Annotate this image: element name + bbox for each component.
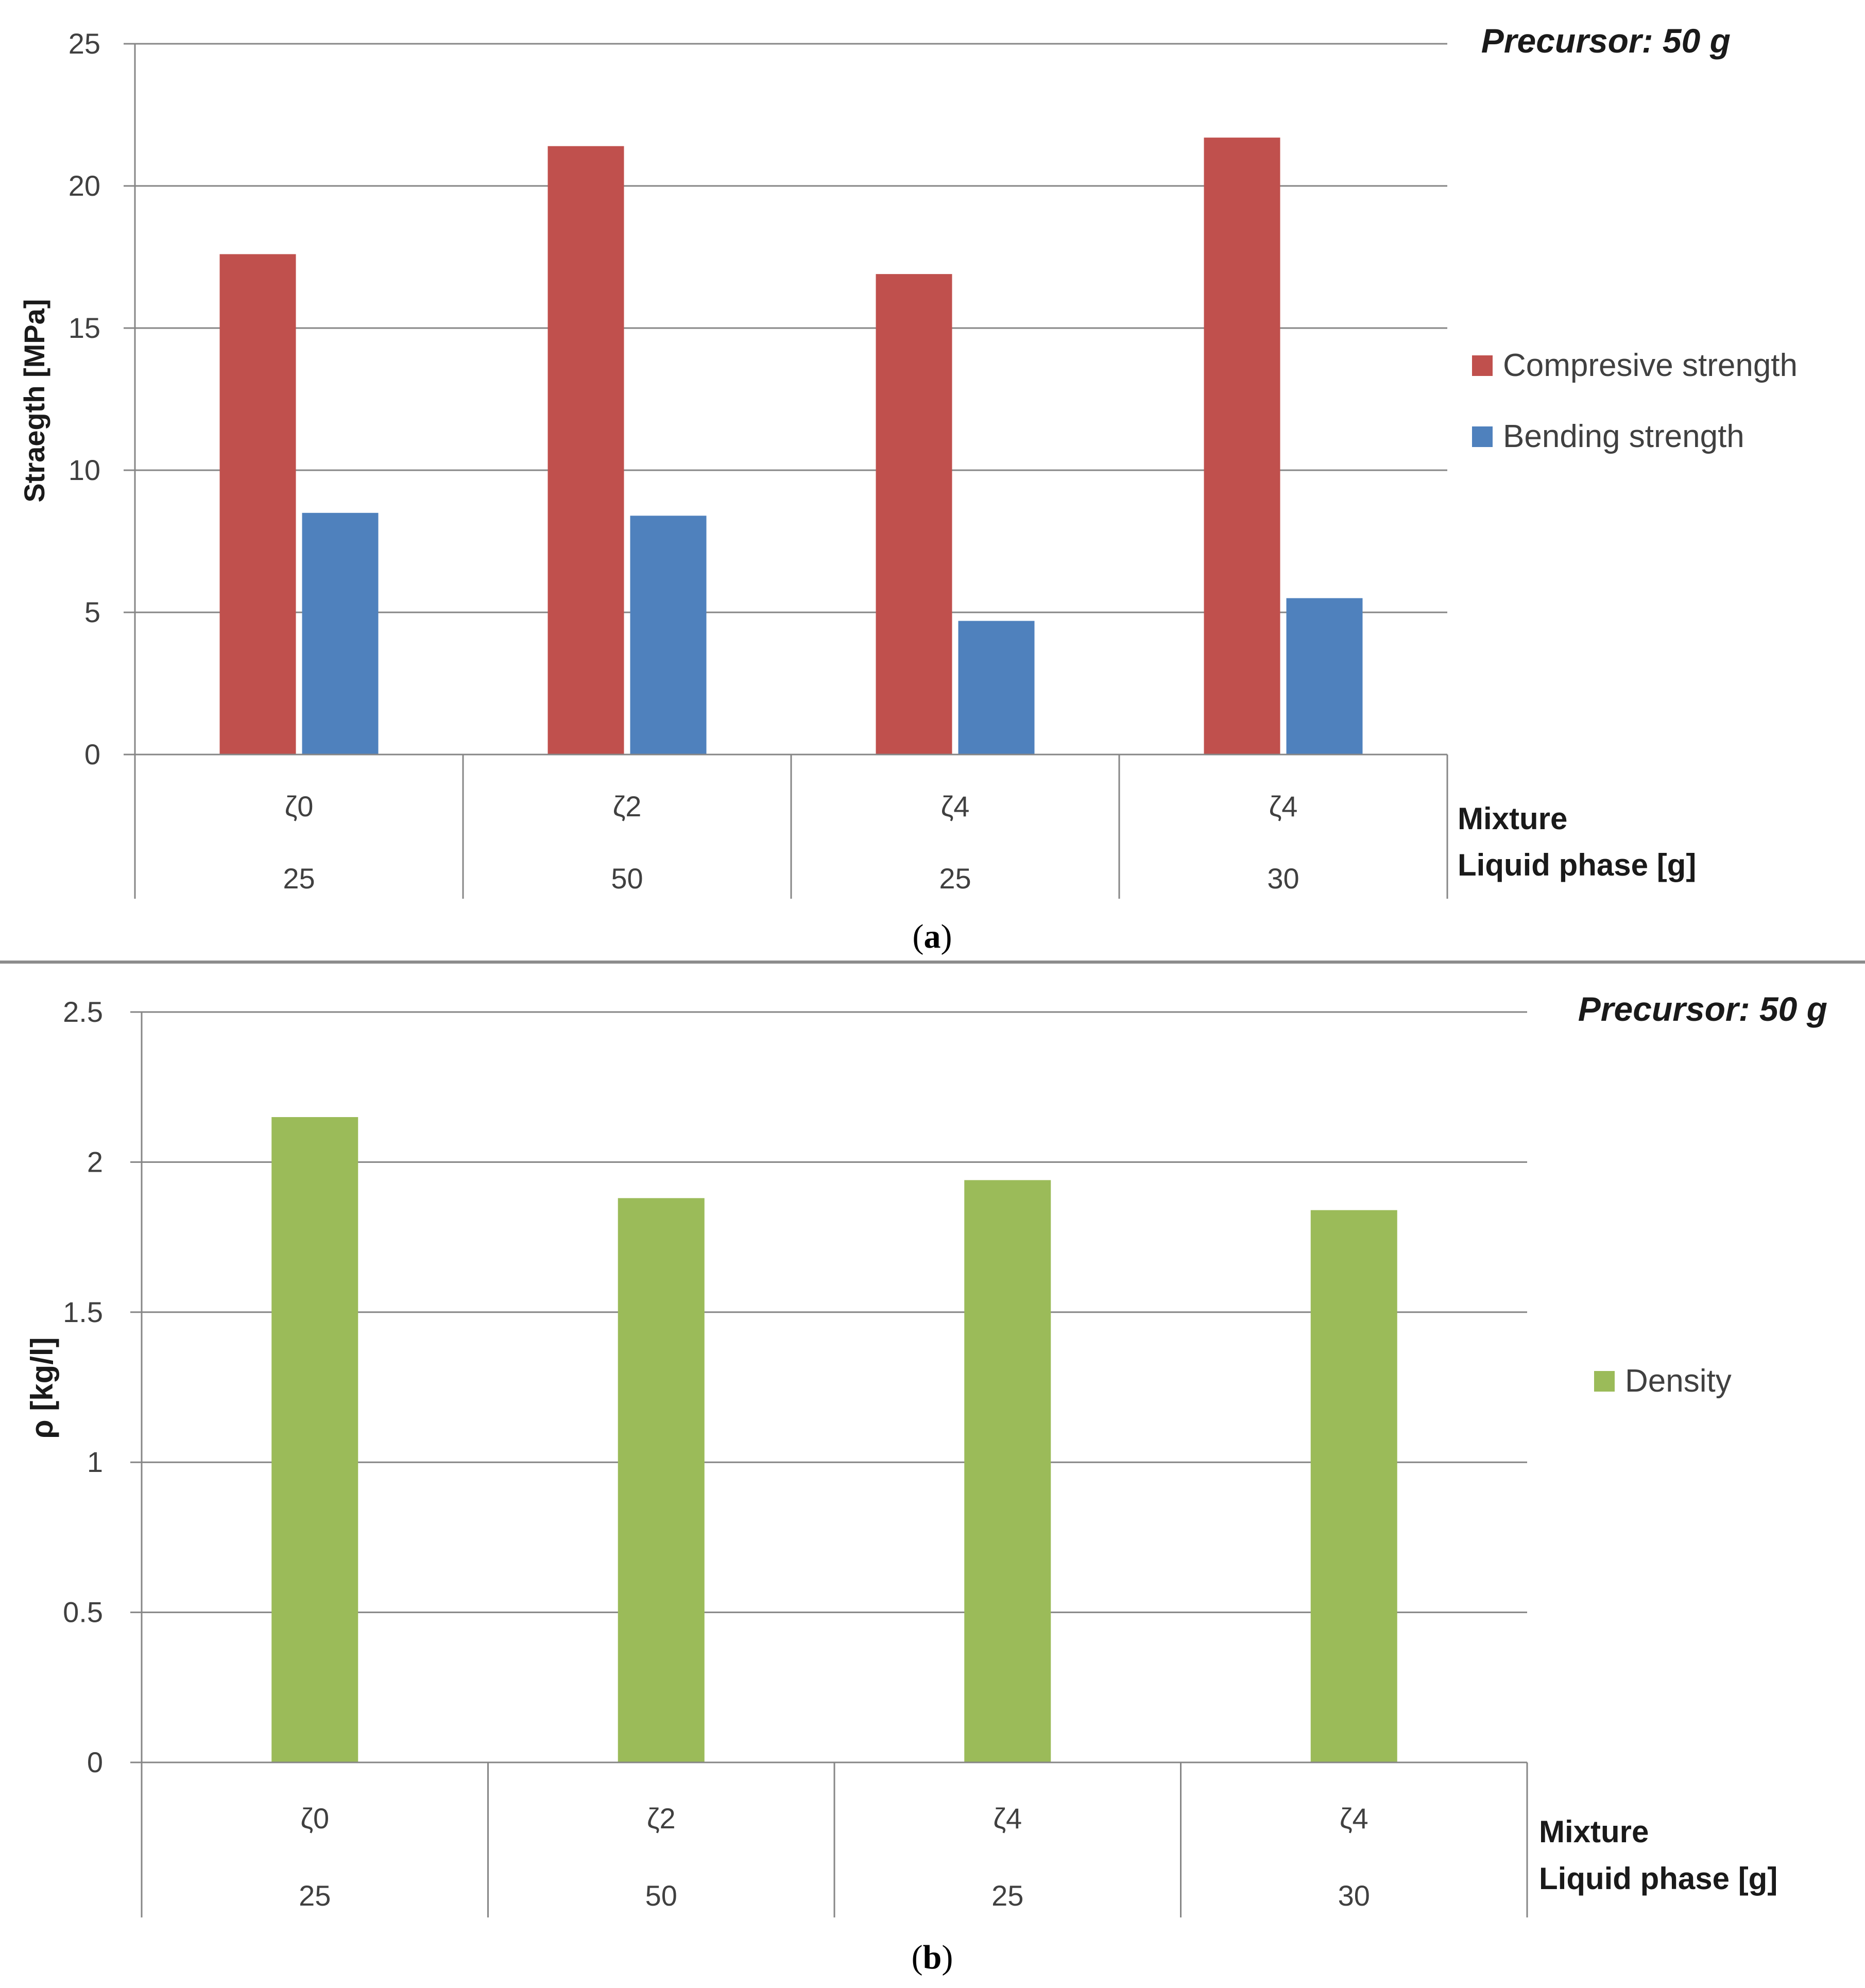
x-category-value-label: 30 [1338, 1879, 1370, 1912]
bar-bending-strength [958, 621, 1035, 755]
chart-b-title: Precursor: 50 g [1578, 990, 1827, 1028]
bar-bending-strength [1286, 598, 1363, 755]
chart-b-y-ticks: 0 0.5 1 1.5 2 2.5 [63, 996, 103, 1778]
bar-density [618, 1198, 705, 1762]
chart-b: 0 0.5 1 1.5 2 2.5 ζ0 25 ζ2 50 ζ4 25 ζ4 30 Precursor:… [25, 990, 1827, 1917]
chart-b-x-label-2: Liquid phase [g] [1539, 1861, 1777, 1896]
legend-label: Density [1625, 1363, 1732, 1399]
y-tick-label: 15 [69, 312, 100, 344]
chart-a-title: Precursor: 50 g [1481, 22, 1731, 60]
legend-swatch [1594, 1371, 1615, 1392]
y-tick-label: 0 [84, 738, 100, 770]
y-tick-label: 25 [69, 27, 100, 60]
x-category-value-label: 50 [645, 1879, 677, 1912]
x-category-value-label: 25 [939, 862, 971, 895]
chart-a-bars [219, 138, 1363, 755]
bar-compresive-strength [547, 146, 624, 755]
chart-b-x-axis: ζ0 25 ζ2 50 ζ4 25 ζ4 30 [141, 1761, 1528, 1917]
bar-compresive-strength [219, 254, 296, 755]
bar-density [1310, 1210, 1397, 1762]
y-tick-label: 1.5 [63, 1296, 103, 1328]
x-category-label: ζ2 [613, 790, 642, 822]
caption-b-close: ) [942, 1939, 953, 1976]
x-category-label: ζ0 [300, 1802, 329, 1835]
caption-b-letter: b [923, 1939, 942, 1976]
x-category-label: ζ4 [1269, 790, 1298, 822]
bar-compresive-strength [1204, 138, 1280, 755]
y-tick-label: 20 [69, 169, 100, 202]
bar-bending-strength [302, 512, 379, 755]
chart-b-y-label: ρ [kg/l] [25, 1337, 59, 1438]
chart-a: 0 5 10 15 20 25 ζ0 25 ζ2 50 ζ4 25 ζ4 30 Precursor: 5… [18, 22, 1798, 899]
bar-bending-strength [630, 516, 707, 755]
x-category-label: ζ4 [1340, 1802, 1368, 1835]
chart-b-x-label: Mixture [1539, 1814, 1649, 1849]
legend-label: Compresive strength [1503, 348, 1798, 383]
x-category-value-label: 50 [611, 862, 643, 895]
bar-compresive-strength [876, 274, 952, 755]
chart-b-legend: Density [1594, 1363, 1732, 1399]
legend-swatch [1472, 426, 1493, 447]
y-tick-label: 10 [69, 454, 100, 486]
y-tick-label: 5 [84, 596, 100, 628]
chart-a-legend: Compresive strength Bending strength [1472, 348, 1798, 454]
chart-a-y-ticks: 0 5 10 15 20 25 [69, 27, 100, 770]
y-tick-label: 2 [87, 1145, 103, 1178]
chart-a-x-axis: ζ0 25 ζ2 50 ζ4 25 ζ4 30 [134, 753, 1448, 899]
chart-a-x-label-2: Liquid phase [g] [1458, 848, 1696, 882]
x-category-label: ζ4 [941, 790, 970, 822]
caption-a-open: ( [913, 918, 924, 955]
chart-a-y-label: Straegth [MPa] [18, 299, 50, 502]
chart-a-x-label: Mixture [1458, 801, 1567, 836]
bar-density [271, 1117, 358, 1762]
caption-a-close: ) [941, 918, 952, 955]
caption-a: (a) [913, 918, 952, 955]
x-category-value-label: 30 [1267, 862, 1299, 895]
x-category-value-label: 25 [283, 862, 315, 895]
bar-density [964, 1180, 1051, 1762]
x-category-value-label: 25 [991, 1879, 1023, 1912]
y-tick-label: 0 [87, 1746, 103, 1778]
caption-b-open: ( [912, 1939, 923, 1976]
y-tick-label: 0.5 [63, 1596, 103, 1629]
x-category-value-label: 25 [299, 1879, 331, 1912]
x-category-label: ζ2 [647, 1802, 676, 1835]
y-tick-label: 2.5 [63, 996, 103, 1028]
legend-swatch [1472, 355, 1493, 376]
legend-label: Bending strength [1503, 419, 1744, 454]
caption-b: (b) [912, 1939, 953, 1976]
x-category-label: ζ4 [993, 1802, 1022, 1835]
y-tick-label: 1 [87, 1446, 103, 1478]
caption-a-letter: a [924, 918, 941, 955]
x-category-label: ζ0 [285, 790, 314, 822]
chart-b-bars [271, 1117, 1397, 1762]
